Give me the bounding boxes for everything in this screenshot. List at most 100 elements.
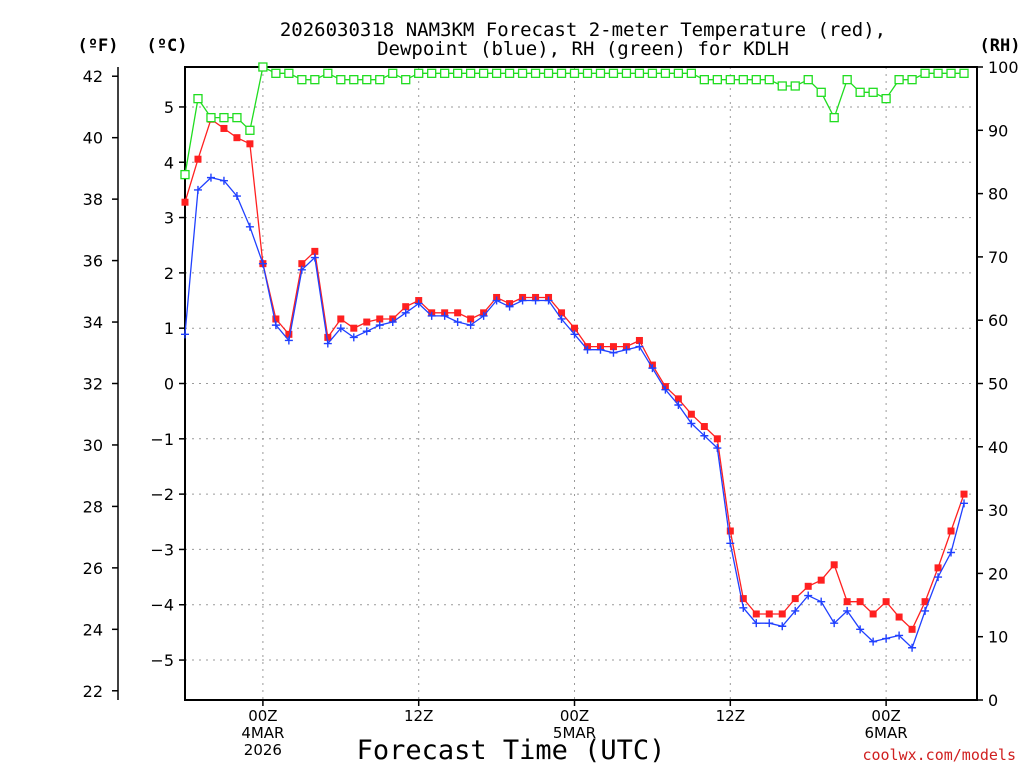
time-tick-label: 12Z: [716, 707, 745, 725]
rh-point: [712, 75, 722, 85]
rh-point: [530, 68, 541, 78]
temperature-point: [376, 315, 384, 323]
time-tick-label: 6MAR: [865, 724, 908, 742]
rh-point: [907, 75, 917, 85]
temperature-line: [184, 118, 965, 631]
temperature-point: [467, 315, 475, 323]
dewpoint-point: [440, 311, 449, 320]
time-tick-label: 00Z: [248, 707, 277, 725]
temperature-point: [895, 613, 903, 621]
celsius-tick-label: −4: [150, 596, 174, 615]
dewpoint-point: [635, 342, 644, 351]
temperature-point: [752, 610, 760, 618]
dewpoint-point: [570, 330, 579, 339]
time-tick-label: 4MAR: [241, 724, 284, 742]
rh-point: [193, 94, 203, 104]
fahrenheit-tick-label: 28: [83, 497, 103, 516]
rh-point: [323, 68, 333, 78]
series-dewpoint: [181, 173, 969, 652]
dewpoint-point: [661, 385, 670, 394]
temperature-point: [233, 134, 241, 142]
dewpoint-point: [869, 637, 878, 646]
temperature-point: [934, 564, 942, 572]
temperature-point: [713, 435, 721, 443]
temperature-point: [181, 198, 189, 206]
temperature-point: [635, 336, 643, 344]
rh-point: [829, 112, 839, 123]
dewpoint-point: [726, 539, 735, 548]
temperature-point: [194, 155, 202, 163]
time-tick-label: 5MAR: [553, 724, 596, 742]
rh-point: [284, 68, 294, 78]
rh-point: [920, 68, 930, 78]
series-rh: [180, 62, 969, 180]
rh-point: [764, 75, 774, 85]
rh-point: [725, 75, 735, 85]
rh-point: [634, 68, 645, 78]
dewpoint-point: [752, 619, 761, 628]
temperature-point: [454, 309, 462, 317]
rh-point: [738, 75, 748, 85]
rh-point: [647, 68, 658, 78]
rh-tick-label: 40: [988, 438, 1008, 457]
temperature-point: [571, 324, 579, 332]
dewpoint-point: [531, 296, 540, 305]
temperature-point: [363, 318, 371, 326]
rh-point: [517, 68, 528, 78]
dewpoint-point: [181, 330, 189, 339]
fahrenheit-tick-label: 26: [83, 559, 103, 578]
fahrenheit-tick-label: 32: [83, 375, 103, 394]
dewpoint-point: [908, 643, 917, 652]
temperature-point: [765, 610, 773, 618]
rh-point: [362, 75, 372, 85]
temperature-point: [246, 140, 254, 148]
dewpoint-point: [895, 631, 904, 640]
temperature-point: [869, 610, 877, 618]
dewpoint-point: [921, 606, 930, 615]
rh-point: [556, 68, 567, 78]
rh-point: [686, 68, 697, 78]
temperature-point: [220, 124, 228, 132]
x-axis-label: Forecast Time (UTC): [357, 735, 666, 766]
temperature-point: [791, 595, 799, 603]
celsius-axis: 5 4 3 2 1 0 −1 −2 −3 −4 −5: [150, 98, 185, 670]
rh-tick-label: 50: [988, 375, 1008, 394]
temperature-point: [402, 303, 410, 311]
rh-point: [401, 75, 411, 85]
dewpoint-point: [401, 308, 410, 317]
fahrenheit-tick-label: 30: [83, 436, 103, 455]
dewpoint-point: [492, 296, 501, 305]
rh-point: [232, 112, 242, 123]
dewpoint-point: [739, 603, 748, 612]
dewpoint-point: [791, 606, 800, 615]
chart-title-line: 2026030318 NAM3KM Forecast 2-meter Tempe…: [280, 19, 886, 41]
rh-point: [271, 68, 281, 78]
rh-point: [777, 81, 787, 91]
dewpoint-point: [856, 625, 865, 634]
rh-tick-label: 60: [988, 311, 1008, 330]
rh-tick-label: 10: [988, 628, 1008, 647]
celsius-tick-label: 5: [164, 98, 174, 117]
dewpoint-point: [453, 318, 462, 327]
temperature-point: [272, 315, 280, 323]
rh-point: [569, 68, 580, 78]
rh-tick-label: 100: [988, 58, 1019, 77]
rh-tick-label: 80: [988, 185, 1008, 204]
rh-tick-label: 70: [988, 248, 1008, 267]
dewpoint-point: [362, 327, 371, 336]
dewpoint-point: [271, 321, 280, 330]
rh-point: [582, 68, 593, 78]
celsius-tick-label: 4: [164, 153, 174, 172]
celsius-tick-label: −1: [150, 430, 174, 449]
temperature-point: [778, 610, 786, 618]
temperature-point: [817, 576, 825, 584]
dewpoint-point: [622, 345, 631, 354]
temperature-point: [882, 598, 890, 606]
celsius-tick-label: −5: [150, 651, 174, 670]
dewpoint-point: [479, 311, 488, 320]
rh-point: [881, 94, 891, 104]
fahrenheit-unit-label: (ºF): [78, 36, 119, 56]
rh-point: [699, 75, 709, 85]
